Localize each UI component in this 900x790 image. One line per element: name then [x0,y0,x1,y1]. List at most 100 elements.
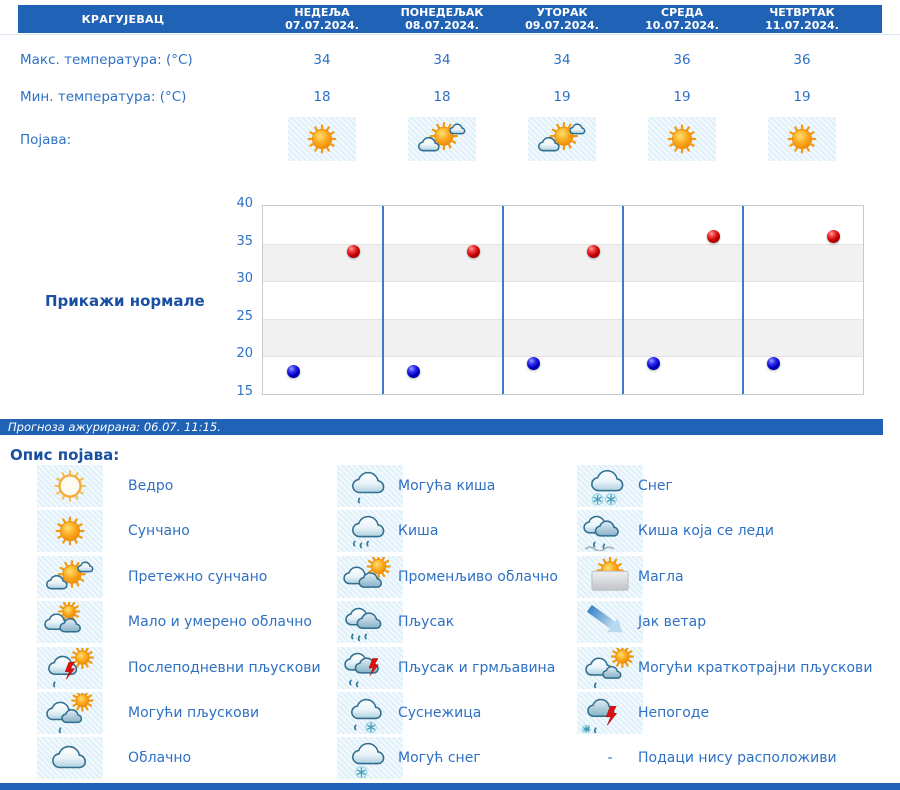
legend-item-label: Снег [638,478,673,494]
y-axis-tick-label: 25 [236,308,253,324]
city-name: КРАГУЈЕВАЦ [81,13,165,26]
clear-icon [37,465,103,507]
legend-item-label: Могућа киша [398,478,496,494]
fog-icon [577,555,643,598]
day-name: УТОРАК [536,6,588,19]
legend-item-label: Могућ снег [398,750,481,767]
forecast-table-header: КРАГУЈЕВАЦ НЕДЕЉА 07.07.2024. ПОНЕДЕЉАК … [18,5,882,33]
bottom-bar [0,783,900,790]
legend-item-label: Могући краткотрајни пљускови [638,659,873,676]
day-column-header: УТОРАК 09.07.2024. [502,6,622,32]
legend-item-label: Суснежица [398,705,482,721]
legend-item-label: Киша која се леди [638,523,774,540]
strong-wind-icon [577,601,643,644]
possible-rain-icon [337,465,403,507]
max-temp-dot [706,229,720,243]
sunny-icon [787,124,817,154]
legend-item-label: Јак ветар [638,614,707,631]
max-temp-value: 34 [553,52,571,68]
min-temp-dot [406,364,420,378]
legend-item-label: Претежно сунчано [128,568,268,585]
y-axis-tick-label: 20 [236,346,253,362]
max-temp-value: 36 [673,52,691,68]
min-temp-value: 18 [433,89,451,105]
possible-brief-showers-icon [577,646,643,689]
gridline [263,243,863,245]
day-name: СРЕДА [661,6,703,19]
chart-band [263,243,863,282]
max-temp-value: 34 [433,52,451,68]
day-column-header: ЧЕТВРТАК 11.07.2024. [742,6,862,32]
forecast-updated-text: Прогноза ажурирана: 06.07. 11:15. [8,420,221,434]
legend-item-label: Подаци нису расположиви [638,750,837,767]
legend-item-label: Пљусак [398,614,455,631]
snow-icon [577,465,643,507]
max-temp-dot [346,244,360,258]
legend-item-label: Облачно [128,750,192,767]
day-column-header: СРЕДА 10.07.2024. [622,6,742,32]
day-name: НЕДЕЉА [294,6,350,19]
min-temp-value: 18 [313,89,331,105]
legend-item-label: Мало и умерено облачно [128,614,312,631]
y-axis-tick-label: 15 [236,384,253,399]
header-underline [0,34,900,35]
no-data-icon: - [607,750,613,767]
phenomenon-icon-cell [288,117,356,161]
day-date: 07.07.2024. [285,19,359,32]
legend-item-label: Ведро [128,478,174,494]
storms-icon [577,692,643,734]
legend-item-label: Променљиво облачно [398,568,558,585]
sleet-icon [337,692,403,734]
cloudy-icon [37,737,103,780]
partly-cloudy-icon [37,601,103,644]
day-column-header: ПОНЕДЕЉАК 08.07.2024. [382,6,502,32]
day-name: ЧЕТВРТАК [769,6,835,19]
afternoon-showers-icon [37,646,103,689]
day-date: 11.07.2024. [765,19,839,32]
min-temp-dot [646,357,660,371]
sunny-icon [307,124,337,154]
phenomenon-icon-cell [768,117,836,161]
day-date: 10.07.2024. [645,19,719,32]
legend-item-label: Пљусак и грмљавина [398,659,556,676]
forecast-updated-bar: Прогноза ажурирана: 06.07. 11:15. [0,419,883,435]
possible-showers-icon [37,692,103,734]
legend-item-label: Могући пљускови [128,705,260,721]
y-axis-tick-label: 30 [236,271,253,287]
freezing-rain-icon [577,510,643,553]
variable-cloudy-icon [337,555,403,598]
temperature-chart [262,205,864,395]
day-name: ПОНЕДЕЉАК [400,6,484,19]
show-normals-link[interactable]: Прикажи нормале [45,292,205,310]
phenomenon-label: Појава: [20,132,72,148]
shower-thunder-icon [337,646,403,689]
gridline [263,356,863,358]
rain-icon [337,510,403,553]
day-divider-line [742,206,744,394]
sunny-icon [37,510,103,553]
legend-item-label: Магла [638,568,684,585]
min-temp-dot [286,364,300,378]
max-temp-label: Макс. температура: (°C) [20,52,193,68]
day-date: 08.07.2024. [405,19,479,32]
day-date: 09.07.2024. [525,19,599,32]
chart-band [263,318,863,357]
legend-heading: Опис појава: [10,446,120,464]
min-temp-value: 19 [793,89,811,105]
max-temp-dot [826,229,840,243]
gridline [263,318,863,320]
min-temp-label: Мин. температура: (°C) [20,89,187,105]
max-temp-dot [586,244,600,258]
min-temp-dot [526,357,540,371]
day-divider-line [622,206,624,394]
phenomenon-icon-cell [648,117,716,161]
max-temp-dot [466,244,480,258]
sunny-icon [667,124,697,154]
max-temp-value: 36 [793,52,811,68]
day-divider-line [502,206,504,394]
legend-item-label: Непогоде [638,705,710,721]
legend-item-label: Послеподневни пљускови [128,659,321,676]
min-temp-dot [766,357,780,371]
gridline [263,281,863,283]
